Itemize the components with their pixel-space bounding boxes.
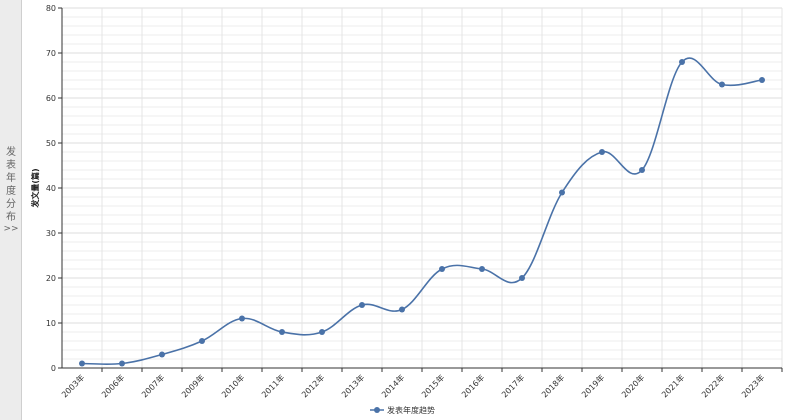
- x-tick-label: 2006年: [99, 372, 126, 399]
- x-tick-label: 2013年: [339, 372, 366, 399]
- data-point: [119, 360, 125, 367]
- data-point: [239, 315, 245, 322]
- side-panel-char: 表: [6, 160, 16, 171]
- y-tick-label: 30: [46, 229, 56, 238]
- y-tick-label: 0: [51, 364, 56, 373]
- data-point: [199, 338, 205, 344]
- side-panel-tab[interactable]: 发 表 年 度 分 布 >>: [0, 0, 22, 420]
- y-tick-label: 60: [46, 94, 56, 103]
- data-point: [519, 275, 525, 281]
- data-point: [559, 189, 565, 196]
- legend-point-marker: [374, 407, 380, 413]
- x-tick-label: 2017年: [499, 372, 526, 399]
- x-tick-label: 2009年: [179, 372, 206, 399]
- x-tick-label: 2021年: [659, 372, 686, 399]
- data-point: [359, 302, 365, 308]
- y-tick-label: 70: [46, 49, 56, 58]
- side-panel-char: 布: [6, 212, 16, 223]
- y-axis-title: 发文量(篇): [30, 168, 40, 208]
- side-panel-char: 发: [6, 147, 16, 158]
- x-tick-label: 2019年: [579, 372, 606, 399]
- x-tick-label: 2015年: [419, 372, 446, 399]
- data-point: [679, 59, 685, 65]
- y-tick-label: 20: [46, 274, 56, 283]
- x-tick-label: 2016年: [459, 372, 486, 399]
- side-panel-char: 度: [6, 186, 16, 197]
- side-panel-label: 发 表 年 度 分 布: [0, 146, 22, 224]
- y-tick-label: 10: [46, 319, 56, 328]
- x-tick-label: 2018年: [539, 372, 566, 399]
- data-point: [399, 306, 405, 313]
- x-tick-label: 2012年: [299, 372, 326, 399]
- x-tick-label: 2020年: [619, 372, 646, 399]
- side-panel-char: 分: [6, 199, 16, 210]
- x-tick-label: 2011年: [259, 372, 286, 399]
- y-tick-label: 40: [46, 184, 56, 193]
- data-point: [479, 266, 485, 272]
- data-point: [599, 149, 605, 155]
- x-tick-label: 2007年: [139, 372, 166, 399]
- side-panel-char: 年: [6, 173, 16, 184]
- data-point: [279, 329, 285, 335]
- x-tick-label: 2022年: [699, 372, 726, 399]
- data-point: [719, 81, 725, 88]
- data-point: [759, 77, 765, 83]
- data-point: [639, 167, 645, 173]
- x-tick-label: 2014年: [379, 372, 406, 399]
- x-tick-label: 2003年: [59, 372, 86, 399]
- data-point: [79, 360, 85, 367]
- x-tick-label: 2023年: [739, 372, 766, 399]
- data-point: [319, 329, 325, 335]
- y-tick-label: 50: [46, 139, 56, 148]
- y-tick-label: 80: [46, 4, 56, 13]
- data-point: [159, 351, 165, 358]
- legend-label: 发表年度趋势: [387, 405, 435, 415]
- x-tick-label: 2010年: [219, 372, 246, 399]
- data-point: [439, 266, 445, 272]
- expand-arrow-icon[interactable]: >>: [3, 224, 19, 234]
